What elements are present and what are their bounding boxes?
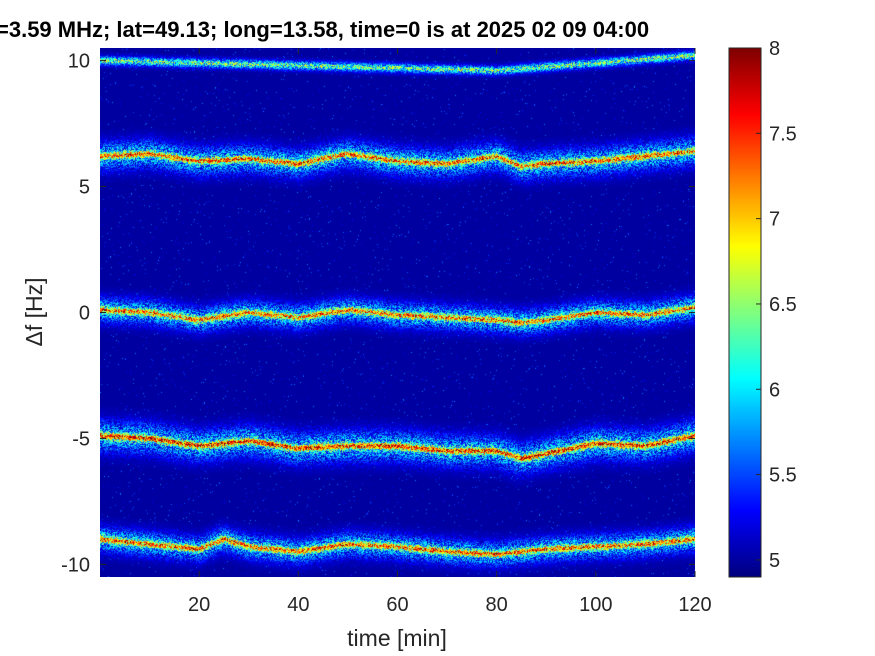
plot-area: 20 40 60 80 100 120 -10 -5 0 5 10 — [61, 48, 712, 616]
x-tick-label: 40 — [287, 594, 309, 616]
x-tick-label: 100 — [579, 594, 612, 616]
y-axis-label: Δf [Hz] — [21, 277, 47, 346]
colorbar-tick-label: 5.5 — [769, 465, 797, 487]
colorbar-tick-label: 6 — [769, 379, 780, 401]
x-tick-label: 80 — [486, 594, 508, 616]
colorbar-tick-label: 6.5 — [769, 294, 797, 316]
x-ticks: 20 40 60 80 100 120 — [188, 48, 712, 616]
colorbar-frame — [728, 47, 762, 578]
x-tick-label: 60 — [386, 594, 408, 616]
heatmap-image-container — [100, 48, 695, 577]
x-tick-label: 20 — [188, 594, 210, 616]
colorbar: 5 5.5 6 6.5 7 7.5 8 — [728, 38, 797, 578]
y-ticks: -10 -5 0 5 10 — [61, 51, 695, 576]
colorbar-gradient — [729, 48, 761, 577]
chart-title: =3.59 MHz; lat=49.13; long=13.58, time=0… — [0, 17, 649, 42]
colorbar-tick-label: 7.5 — [769, 123, 797, 145]
y-tick-label: -10 — [61, 554, 90, 576]
colorbar-tick-label: 7 — [769, 209, 780, 231]
x-axis-label: time [min] — [347, 625, 447, 651]
y-tick-label: -5 — [72, 428, 90, 450]
y-tick-label: 5 — [79, 177, 90, 199]
y-tick-label: 0 — [79, 303, 90, 325]
colorbar-ticks: 5 5.5 6 6.5 7 7.5 8 — [756, 38, 797, 572]
colorbar-tick-label: 8 — [769, 38, 780, 60]
x-tick-label: 120 — [678, 594, 711, 616]
y-tick-label: 10 — [68, 51, 90, 73]
heatmap-image — [100, 48, 695, 577]
colorbar-gradient-container — [729, 48, 761, 577]
colorbar-tick-label: 5 — [769, 550, 780, 572]
